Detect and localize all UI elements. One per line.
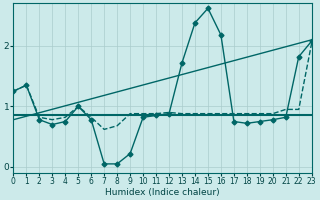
- X-axis label: Humidex (Indice chaleur): Humidex (Indice chaleur): [105, 188, 220, 197]
